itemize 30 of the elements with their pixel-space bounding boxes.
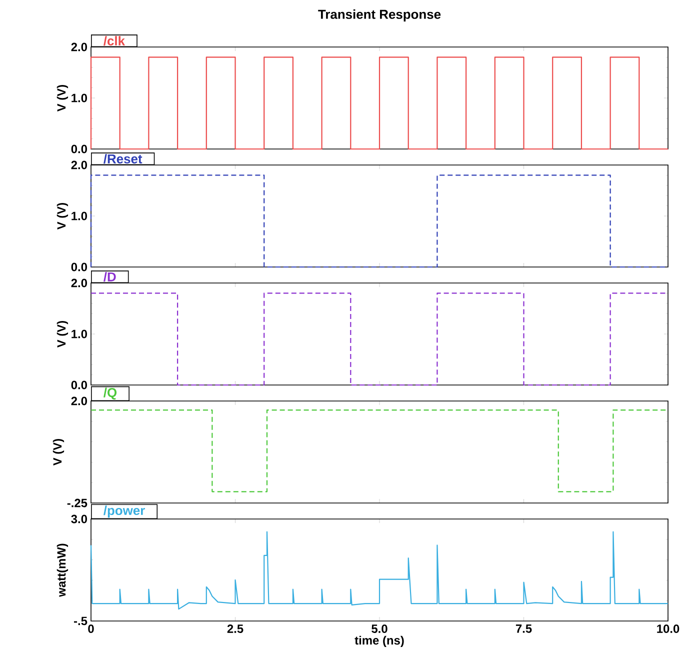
y-tick-label: 1.0 [72,94,87,102]
y-tick-label: 1.0 [72,330,87,338]
y-tick-label: 0.0 [71,262,87,272]
x-tick-label: 7.5 [516,624,532,633]
text: /power [104,506,145,518]
y-tick-label: 2.0 [71,160,87,170]
y-axis-title: V (V) [56,84,68,112]
x-tick-label: 0 [88,624,94,633]
x-tick-label: 5.0 [372,624,388,633]
y-axis-title: V (V) [56,320,68,348]
series-label: /D [104,272,116,282]
y-tick-label: 1.0 [72,212,87,220]
y-tick-label: 2.0 [71,396,87,406]
y-tick-label: 2.0 [71,278,87,288]
y-axis-title: V (V) [52,438,64,466]
series-label: /Reset [104,154,142,164]
y-tick-label: 0.0 [71,380,87,390]
y-tick-label: 0.0 [71,144,87,154]
y-tick-label: -.25 [67,498,88,508]
x-tick-label: 2.5 [227,624,244,633]
series-label: /clk [104,36,126,46]
y-tick-label: -.5 [74,616,88,626]
y-tick-label: 3.0 [71,514,87,524]
y-tick-label: 2.0 [71,42,87,52]
x-axis-title: time (ns) [354,636,404,647]
chart-title: Transient Response [318,9,441,22]
x-tick-label: 10.0 [657,624,680,633]
y-axis-title: V (V) [56,202,68,230]
y-axis-title: watt(mW) [56,544,68,597]
series-label: /Q [104,388,117,400]
